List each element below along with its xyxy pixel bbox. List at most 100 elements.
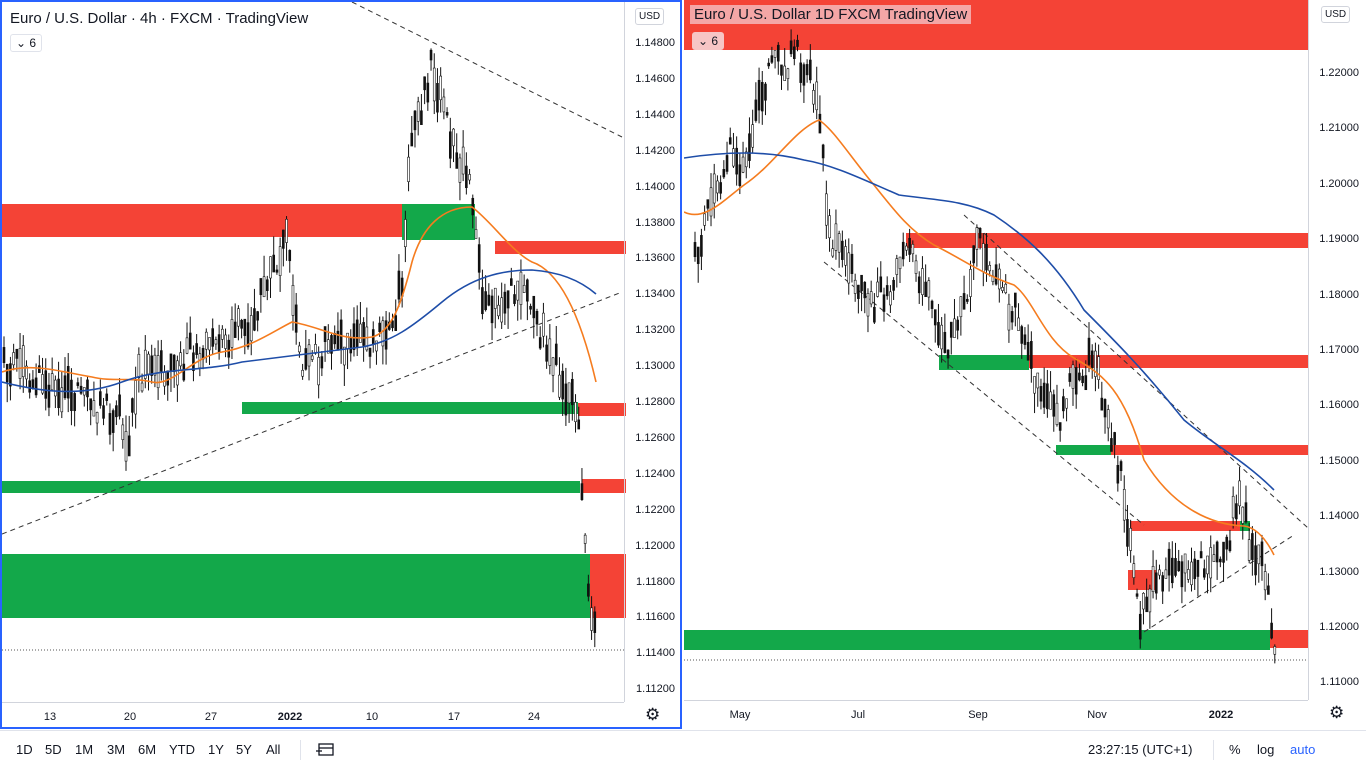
divider	[300, 740, 301, 760]
price-tick-label: 1.14000	[635, 180, 675, 193]
auto-scale-button[interactable]: auto	[1290, 742, 1316, 757]
price-tick-label: 1.18000	[1319, 288, 1359, 301]
price-tick-label: 1.13000	[635, 360, 675, 373]
compare-icon[interactable]	[316, 741, 336, 759]
range-button-5d[interactable]: 5D	[45, 742, 62, 757]
price-axis[interactable]: USD 1.22000 1.21000 1.20000 1.19000 1.18000 1…	[1308, 0, 1365, 700]
percent-scale-button[interactable]: %	[1229, 742, 1241, 757]
supply-zone	[578, 403, 626, 416]
supply-zone	[1111, 445, 1308, 455]
price-tick-label: 1.14200	[635, 144, 675, 157]
price-tick-label: 1.14000	[1319, 510, 1359, 523]
price-tick-label: 1.14600	[635, 72, 675, 85]
clock-timezone[interactable]: 23:27:15 (UTC+1)	[1088, 742, 1193, 757]
demand-zone	[684, 630, 1270, 650]
time-axis[interactable]: 13 20 27 2022 10 17 24	[2, 702, 624, 727]
time-axis[interactable]: May Jul Sep Nov 2022	[684, 700, 1308, 729]
price-tick-label: 1.12000	[1319, 621, 1359, 633]
price-tick-label: 1.11400	[636, 647, 675, 660]
range-button-5y[interactable]: 5Y	[236, 742, 252, 757]
trendline	[823, 261, 1145, 526]
chart-title: Euro / U.S. Dollar 1D FXCM TradingView	[690, 5, 972, 24]
price-tick-label: 1.15000	[1319, 454, 1359, 467]
price-axis[interactable]: USD 1.14800 1.14600 1.14400 1.14200 1.14000 1…	[624, 2, 680, 702]
currency-selector[interactable]: USD	[1321, 6, 1351, 23]
chart-pane-1d[interactable]: Euro / U.S. Dollar 1D FXCM TradingView ⌄…	[684, 0, 1366, 729]
demand-zone	[402, 204, 475, 240]
indicators-toggle[interactable]: ⌄ 6	[692, 32, 725, 50]
time-tick-label: 27	[204, 711, 218, 723]
divider	[1213, 740, 1214, 760]
price-tick-label: 1.13200	[635, 324, 675, 337]
demand-zone	[2, 554, 590, 618]
price-tick-label: 1.12600	[635, 431, 675, 444]
demand-zone	[242, 402, 578, 414]
price-chart-1d[interactable]	[684, 0, 1308, 700]
supply-zone	[1130, 521, 1240, 531]
price-tick-label: 1.14400	[635, 108, 675, 121]
range-button-3m[interactable]: 3M	[107, 742, 126, 757]
supply-zone	[495, 241, 626, 254]
time-tick-label: 10	[365, 711, 379, 723]
time-tick-label: 17	[447, 711, 461, 723]
price-tick-label: 1.13600	[635, 252, 675, 265]
price-tick-label: 1.14800	[635, 37, 675, 49]
price-tick-label: 1.11000	[1320, 676, 1359, 689]
price-tick-label: 1.11800	[636, 575, 675, 588]
price-tick-label: 1.12200	[635, 503, 675, 516]
gear-icon[interactable]: ⚙	[645, 705, 661, 724]
price-tick-label: 1.13800	[635, 216, 675, 229]
price-tick-label: 1.19000	[1319, 233, 1359, 246]
supply-zone	[1029, 355, 1308, 368]
ema-blue	[2, 269, 597, 393]
range-button-1d[interactable]: 1D	[16, 742, 33, 757]
price-tick-label: 1.13000	[1319, 565, 1359, 578]
trendline	[2, 291, 623, 535]
price-tick-label: 1.16000	[1319, 399, 1359, 412]
time-tick-label: 20	[123, 711, 137, 723]
time-tick-label: 24	[527, 711, 541, 723]
currency-selector[interactable]: USD	[635, 8, 665, 25]
supply-zone	[906, 233, 1308, 248]
indicators-toggle[interactable]: ⌄ 6	[10, 34, 43, 52]
time-tick-label: Sep	[968, 709, 988, 721]
log-scale-button[interactable]: log	[1257, 742, 1275, 757]
price-tick-label: 1.21000	[1319, 122, 1359, 135]
candlesticks-4h	[2, 48, 597, 648]
demand-zone	[2, 481, 580, 493]
price-tick-label: 1.17000	[1319, 344, 1359, 356]
ema-orange	[684, 119, 1275, 556]
supply-zone	[1270, 630, 1308, 648]
demand-zone	[1056, 445, 1111, 455]
chart-pane-4h[interactable]: Euro / U.S. Dollar · 4h · FXCM · Trading…	[0, 0, 682, 729]
supply-zone	[590, 554, 626, 618]
chart-title: Euro / U.S. Dollar · 4h · FXCM · Trading…	[10, 10, 309, 27]
trendline	[1143, 534, 1295, 633]
range-button-all[interactable]: All	[266, 742, 281, 757]
time-tick-label: May	[729, 709, 751, 721]
candlesticks-1d	[693, 29, 1277, 664]
price-tick-label: 1.12800	[635, 396, 675, 408]
range-button-1m[interactable]: 1M	[75, 742, 94, 757]
time-tick-label: 2022	[1208, 709, 1234, 721]
price-tick-label: 1.12000	[635, 539, 675, 552]
price-tick-label: 1.13400	[635, 288, 675, 301]
range-button-1y[interactable]: 1Y	[208, 742, 224, 757]
time-tick-label: 13	[43, 711, 57, 723]
price-tick-label: 1.11200	[636, 683, 675, 696]
gear-icon[interactable]: ⚙	[1329, 703, 1345, 722]
price-tick-label: 1.20000	[1319, 177, 1359, 190]
demand-zone	[939, 355, 1029, 370]
price-chart-4h[interactable]	[2, 2, 626, 702]
time-tick-label: Nov	[1087, 709, 1107, 721]
range-button-ytd[interactable]: YTD	[169, 742, 195, 757]
range-button-6m[interactable]: 6M	[138, 742, 157, 757]
trendline	[351, 2, 623, 138]
supply-zone	[582, 479, 626, 493]
bottom-toolbar: 1D 5D 1M 3M 6M YTD 1Y 5Y All 23:27:15 (UTC+1) % …	[0, 730, 1366, 769]
price-tick-label: 1.12400	[635, 467, 675, 480]
time-tick-label: Jul	[850, 709, 866, 721]
price-tick-label: 1.22000	[1319, 67, 1359, 79]
price-tick-label: 1.11600	[636, 611, 675, 624]
ema-blue	[684, 152, 1275, 491]
